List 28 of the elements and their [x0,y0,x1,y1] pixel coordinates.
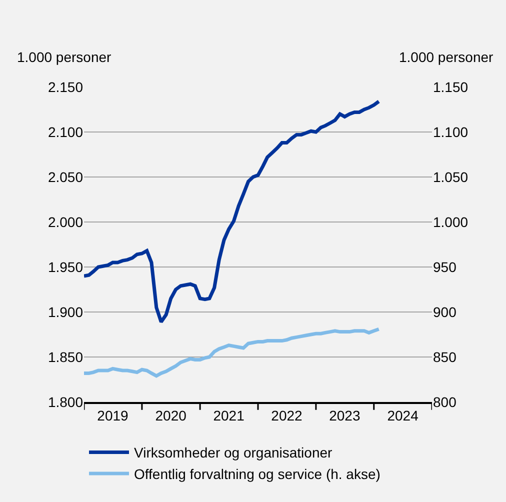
y2-tick-label: 1.000 [433,214,468,230]
x-tick-label: 2023 [329,408,360,424]
y2-tick-label: 950 [433,258,457,275]
x-tick-label: 2020 [155,408,187,424]
y2-tick-label: 1.150 [433,78,468,95]
x-tick-label: 2024 [387,408,419,424]
y-axis-title: 1.000 personer [17,49,112,65]
line-series [84,327,381,378]
y-tick-label: 2.050 [48,168,84,185]
y-tick-label: 1.800 [48,394,84,410]
y2-tick-label: 800 [433,394,457,410]
y2-tick-label: 850 [433,348,457,365]
y-tick-label: 1.850 [48,348,84,365]
line-series [84,100,381,324]
x-tick-label: 2019 [97,408,129,424]
y-tick-label: 2.000 [48,214,84,230]
y2-axis-title: 1.000 personer [399,49,494,65]
y-tick-label: 2.100 [48,124,84,140]
y-tick-label: 2.150 [48,78,84,95]
x-tick-label: 2021 [213,408,245,424]
y2-tick-label: 1.100 [433,124,468,140]
y-tick-label: 1.900 [48,304,84,320]
y-tick-label: 1.950 [48,258,84,275]
y2-tick-label: 900 [433,304,457,320]
legend-label: Virksomheder og organisationer [134,444,333,461]
y2-tick-label: 1.050 [433,168,468,185]
legend-label: Offentlig forvaltning og service (h. akse) [134,466,380,482]
x-tick-label: 2022 [271,408,303,424]
